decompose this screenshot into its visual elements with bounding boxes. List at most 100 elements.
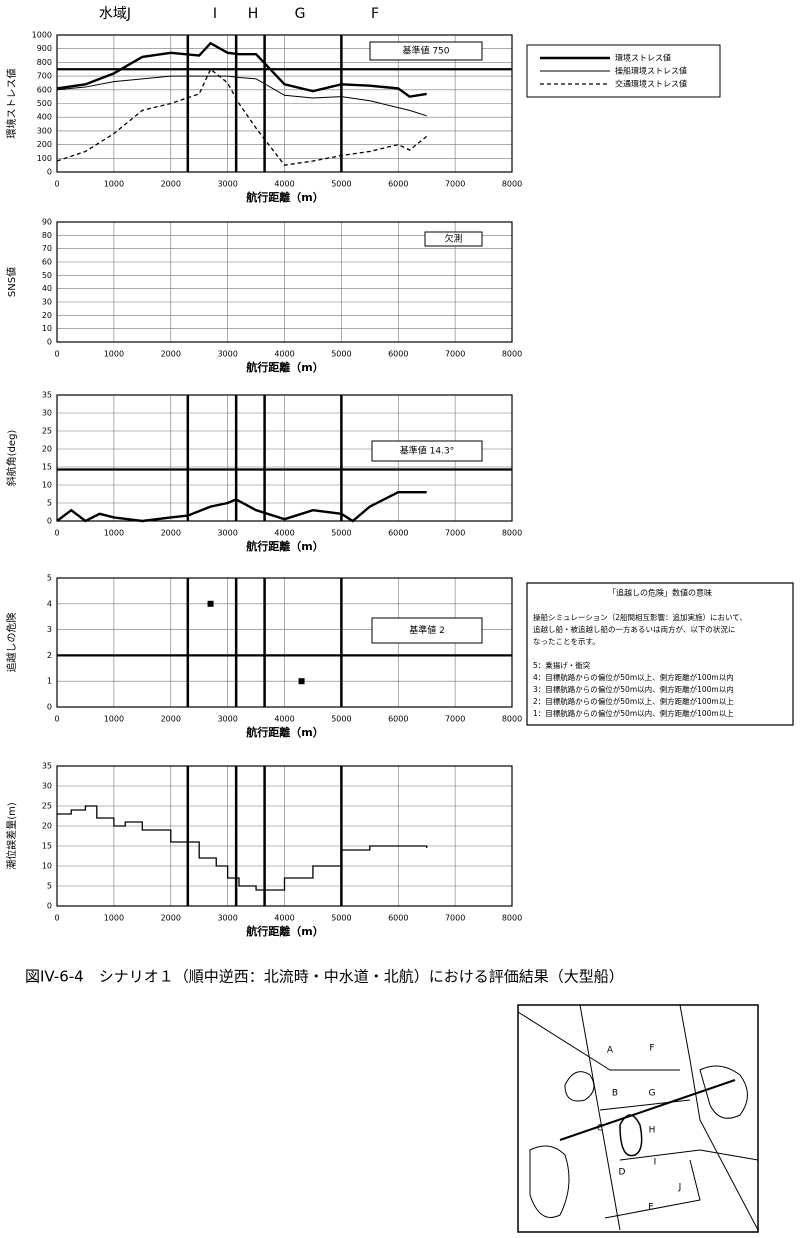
x-tick-label: 3000 <box>217 529 237 538</box>
x-tick-label: 7000 <box>445 350 465 359</box>
x-tick-label: 8000 <box>502 715 522 724</box>
y-axis-label: 潮位誤差量(m) <box>5 802 18 870</box>
zone-label: H <box>248 6 259 22</box>
y-tick-label: 300 <box>37 126 52 135</box>
x-axis-label: 航行距離（m） <box>246 360 323 374</box>
map-label: J <box>678 1183 682 1193</box>
x-tick-label: 6000 <box>388 715 408 724</box>
y-tick-label: 1000 <box>32 31 52 40</box>
y-tick-label: 50 <box>42 271 52 280</box>
x-tick-label: 6000 <box>388 914 408 923</box>
map-label: E <box>648 1203 654 1213</box>
y-tick-label: 5 <box>47 499 52 508</box>
x-tick-label: 7000 <box>445 180 465 189</box>
x-tick-label: 6000 <box>388 529 408 538</box>
x-tick-label: 6000 <box>388 350 408 359</box>
note-item: 3：目標航路からの偏位が50m以内、側方距離が100m以内 <box>533 684 734 694</box>
y-tick-label: 400 <box>37 113 52 122</box>
x-tick-label: 1000 <box>104 350 124 359</box>
x-tick-label: 6000 <box>388 180 408 189</box>
x-tick-label: 2000 <box>161 350 181 359</box>
zone-label: I <box>213 6 217 22</box>
x-tick-label: 8000 <box>502 350 522 359</box>
y-tick-label: 30 <box>42 409 52 418</box>
x-tick-label: 5000 <box>331 529 351 538</box>
x-tick-label: 5000 <box>331 715 351 724</box>
y-tick-label: 1 <box>47 677 52 686</box>
y-tick-label: 20 <box>42 311 52 320</box>
plot-frame <box>56 394 513 522</box>
y-tick-label: 2 <box>47 651 52 660</box>
zone-label: G <box>295 6 306 22</box>
map-label: D <box>619 1168 626 1178</box>
x-tick-label: 4000 <box>274 715 294 724</box>
y-tick-label: 15 <box>42 842 52 851</box>
y-tick-label: 100 <box>37 154 52 163</box>
x-tick-label: 4000 <box>274 180 294 189</box>
map-label: C <box>597 1124 603 1134</box>
y-tick-label: 35 <box>42 762 52 771</box>
caption: 図IV-6-4 シナリオ１（順中逆西：北流時・中水道・北航）における評価結果（大… <box>25 968 624 986</box>
map-line <box>679 1004 759 1231</box>
x-tick-label: 8000 <box>502 914 522 923</box>
annotation-box <box>369 41 483 61</box>
series-line <box>57 805 428 891</box>
y-tick-label: 30 <box>42 782 52 791</box>
zone-label: 水域J <box>99 6 131 22</box>
x-tick-label: 1000 <box>104 529 124 538</box>
note-item: 1：目標航路からの偏位が50m以内、側方距離が100m以上 <box>533 708 734 718</box>
legend-label: 交通環境ストレス値 <box>615 79 687 89</box>
x-tick-label: 8000 <box>502 180 522 189</box>
plot-frame <box>56 577 513 708</box>
annotation-box <box>371 617 483 644</box>
y-axis-label: 追越しの危険 <box>5 613 18 673</box>
x-tick-label: 3000 <box>217 180 237 189</box>
x-tick-label: 0 <box>54 180 59 189</box>
series-line <box>56 68 428 166</box>
x-tick-label: 7000 <box>445 715 465 724</box>
y-tick-label: 10 <box>42 324 52 333</box>
x-tick-label: 2000 <box>161 715 181 724</box>
island <box>529 1145 570 1218</box>
point <box>207 600 214 607</box>
x-tick-label: 5000 <box>331 914 351 923</box>
point <box>298 678 305 685</box>
x-tick-label: 7000 <box>445 914 465 923</box>
y-tick-label: 0 <box>47 338 52 347</box>
map-frame <box>517 1004 759 1233</box>
plot-frame <box>56 221 513 343</box>
y-tick-label: 70 <box>42 244 52 253</box>
y-tick-label: 60 <box>42 258 52 267</box>
annotation-box <box>424 231 483 247</box>
y-tick-label: 4 <box>47 599 52 608</box>
map-label: H <box>649 1126 656 1136</box>
map-label: G <box>649 1089 656 1099</box>
legend-label: 環境ストレス値 <box>615 53 671 63</box>
x-tick-label: 3000 <box>217 350 237 359</box>
annotation: 欠測 <box>444 233 462 245</box>
y-tick-label: 0 <box>47 902 52 911</box>
y-axis-label: SNS値 <box>5 267 18 297</box>
y-tick-label: 80 <box>42 231 52 240</box>
y-axis-label: 環境ストレス値 <box>5 69 18 139</box>
y-tick-label: 30 <box>42 298 52 307</box>
note-title: 「追越しの危険」数値の意味 <box>608 588 712 598</box>
map-label: B <box>612 1089 618 1099</box>
island <box>699 1065 748 1119</box>
y-tick-label: 25 <box>42 427 52 436</box>
island <box>564 1071 595 1102</box>
x-tick-label: 1000 <box>104 715 124 724</box>
x-tick-label: 4000 <box>274 350 294 359</box>
map-line <box>619 1149 759 1161</box>
x-tick-label: 2000 <box>161 529 181 538</box>
route <box>559 1079 736 1141</box>
series-line <box>56 75 427 117</box>
x-tick-label: 3000 <box>217 715 237 724</box>
plot-frame <box>56 34 513 173</box>
y-tick-label: 0 <box>47 517 52 526</box>
y-tick-label: 35 <box>42 391 52 400</box>
map <box>517 1004 759 1233</box>
x-tick-label: 0 <box>54 914 59 923</box>
y-tick-label: 800 <box>37 58 52 67</box>
